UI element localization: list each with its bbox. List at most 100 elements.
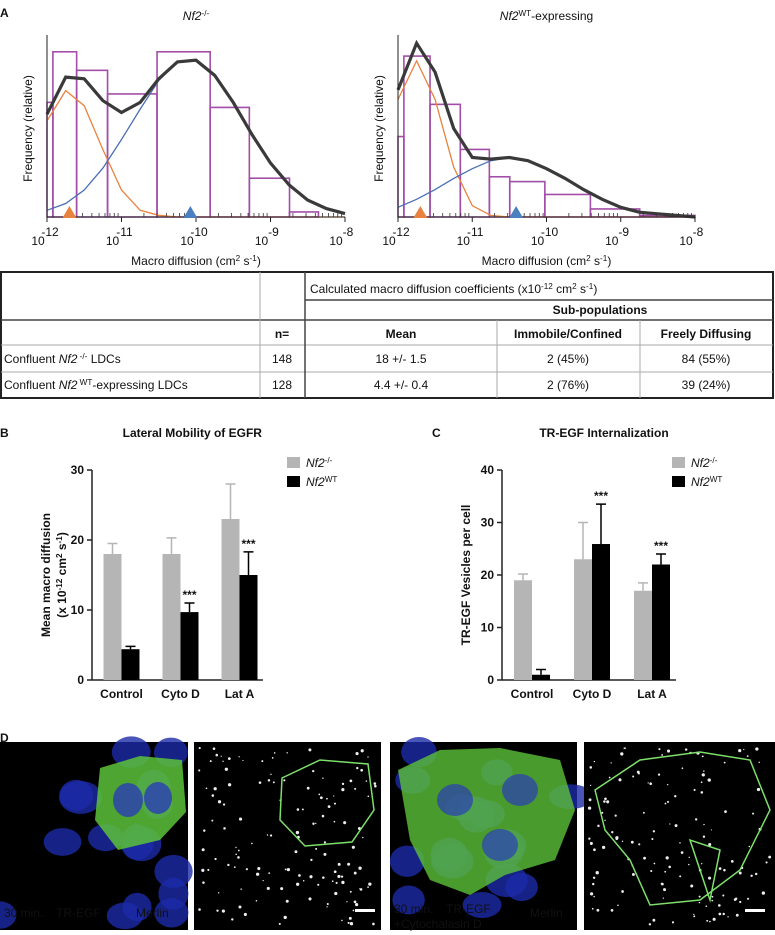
vesicle <box>198 769 201 772</box>
vesicle <box>310 858 313 862</box>
chart-title-part: -expressing <box>531 9 593 23</box>
vesicle <box>610 908 614 912</box>
bar <box>162 554 181 680</box>
x-axis-label-part: ) <box>607 254 611 268</box>
vesicle <box>652 830 656 833</box>
x-tick-label: 10 <box>329 234 343 248</box>
vesicle <box>211 794 215 797</box>
vesicle <box>606 800 610 804</box>
vesicle <box>652 918 656 922</box>
vesicle <box>367 795 370 798</box>
legend-swatch <box>672 457 685 468</box>
table-cell: 4.4 +/- 0.4 <box>374 378 429 392</box>
vesicle <box>711 899 714 902</box>
vesicle <box>718 867 722 870</box>
bar <box>180 612 199 680</box>
vesicle <box>653 862 656 865</box>
vesicle <box>592 882 595 886</box>
vesicle <box>272 781 275 784</box>
caption: Merlin <box>136 906 169 920</box>
table-cell: 2 (45%) <box>547 352 589 366</box>
caption: TR-EGF <box>446 902 491 916</box>
table-caption-part: Calculated macro diffusion coefficients … <box>310 282 541 296</box>
error-bar <box>536 668 546 675</box>
cell-outline <box>594 751 771 906</box>
vesicle <box>709 920 711 923</box>
vesicle <box>597 824 600 828</box>
y-axis-label: Mean macro diffusion <box>39 513 53 637</box>
x-axis-label-part: Macro diffusion (cm <box>131 254 235 268</box>
x-tick-exponent: -8 <box>693 225 704 239</box>
error-bar <box>656 553 666 565</box>
vesicle <box>211 819 214 822</box>
legend-swatch <box>287 476 300 487</box>
vesicle <box>267 779 271 782</box>
vesicle <box>671 921 675 924</box>
legend-label-part: Nf2 <box>306 475 325 489</box>
vesicle <box>283 915 287 920</box>
vesicle <box>666 749 671 753</box>
vesicle <box>227 783 232 787</box>
histogram-bar <box>544 193 592 218</box>
vesicle <box>355 902 359 907</box>
micrograph <box>584 742 775 930</box>
vesicle <box>593 760 596 763</box>
vesicle <box>337 874 341 879</box>
scale-bar <box>355 909 375 912</box>
x-tick-exponent: -10 <box>190 225 208 239</box>
vesicle <box>355 752 359 756</box>
vesicle <box>666 783 669 786</box>
vesicle <box>198 747 201 750</box>
table-row-label-part: Nf2 <box>59 352 78 366</box>
vesicle <box>203 829 206 832</box>
nucleus <box>154 898 189 928</box>
vesicle <box>621 890 624 893</box>
vesicle <box>700 781 703 784</box>
vesicle <box>601 811 604 814</box>
significance: *** <box>594 489 608 503</box>
vesicle <box>334 891 338 896</box>
x-tick-exponent: -11 <box>467 225 484 239</box>
x-tick-label: 10 <box>106 234 120 248</box>
chart-title-part: Nf2 <box>500 9 519 23</box>
x-tick-exponent: -11 <box>116 225 133 239</box>
y-axis-label-part: ) <box>55 532 69 536</box>
vesicle <box>739 900 742 904</box>
vesicle <box>235 853 237 856</box>
vesicle <box>373 782 377 785</box>
vesicle <box>261 760 264 763</box>
y-tick-label: 20 <box>481 568 495 582</box>
vesicle <box>754 872 758 876</box>
vesicle <box>702 835 706 838</box>
vesicle <box>669 823 671 825</box>
nucleus <box>392 885 425 915</box>
vesicle <box>664 802 667 805</box>
vesicle <box>238 756 240 758</box>
vesicle <box>207 868 210 871</box>
vesicle <box>269 834 273 837</box>
vesicle <box>360 749 364 753</box>
x-axis-label-part: -1 <box>600 254 608 263</box>
table-cell: 84 (55%) <box>682 352 731 366</box>
vesicle <box>341 919 343 922</box>
y-axis-label-part: 2 <box>55 553 64 558</box>
legend-label-part: Nf2 <box>691 456 710 470</box>
x-axis-label-part: Macro diffusion (cm <box>482 254 586 268</box>
x-tick-label: 10 <box>531 234 545 248</box>
vesicle <box>309 875 313 879</box>
x-axis-label-part: s <box>240 254 249 268</box>
chart-title: Nf2-/- <box>183 9 210 24</box>
vesicle <box>358 866 362 870</box>
error-bar <box>596 503 606 545</box>
vesicle <box>589 784 592 787</box>
vesicle <box>710 829 712 831</box>
vesicle <box>593 848 596 852</box>
chart-title: Nf2WT-expressing <box>500 9 593 24</box>
vesicle <box>262 880 264 882</box>
panel-label: A <box>0 6 9 20</box>
histogram-bar <box>156 50 211 218</box>
vesicle <box>589 766 593 769</box>
vesicle <box>353 900 357 904</box>
vesicle <box>341 788 345 792</box>
mean-marker <box>62 206 77 218</box>
